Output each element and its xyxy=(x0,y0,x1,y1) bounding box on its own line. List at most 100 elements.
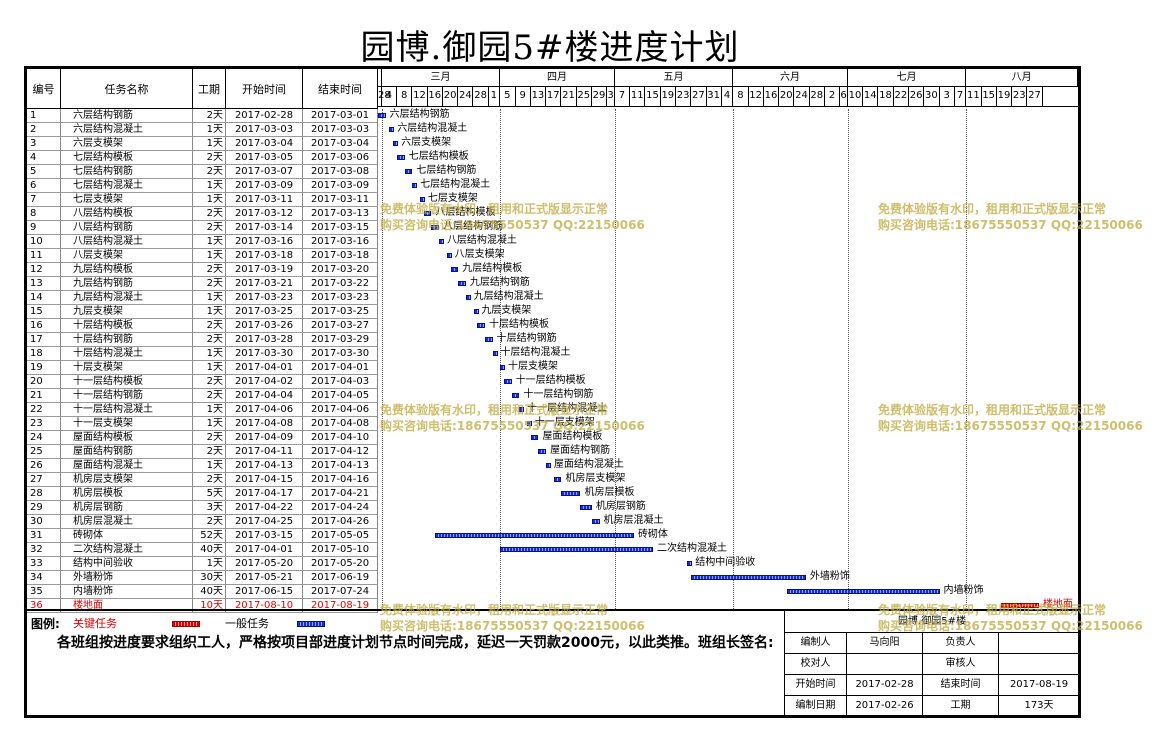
month-gridline xyxy=(966,109,968,609)
task-start-date: 2017-04-11 xyxy=(226,445,303,459)
task-id: 17 xyxy=(27,333,61,347)
task-id: 28 xyxy=(27,487,61,501)
task-start-date: 2017-02-28 xyxy=(226,109,303,123)
task-id: 33 xyxy=(27,557,61,571)
task-duration: 1天 xyxy=(193,249,226,263)
table-row: 26 屋面结构混凝土 1天 2017-04-13 2017-04-13 xyxy=(27,459,1078,473)
day-tick-label: 27 xyxy=(1027,87,1043,106)
task-end-date: 2017-03-23 xyxy=(303,291,378,305)
task-name: 七层结构混凝土 xyxy=(61,179,193,193)
legend-critical-label: 关键任务 xyxy=(73,617,117,630)
task-name: 十一层结构钢筋 xyxy=(61,389,193,403)
task-id: 15 xyxy=(27,305,61,319)
task-duration: 1天 xyxy=(193,459,226,473)
task-bar xyxy=(504,379,512,384)
task-duration: 1天 xyxy=(193,291,226,305)
task-end-date: 2017-03-13 xyxy=(303,207,378,221)
table-row: 13 九层结构钢筋 2天 2017-03-21 2017-03-22 xyxy=(27,277,1078,291)
task-name: 十层支模架 xyxy=(61,361,193,375)
task-end-date: 2017-06-19 xyxy=(303,571,378,585)
task-bar-label: 八层结构模板 xyxy=(435,207,496,218)
gantt-chart: 三月 四月 五月 六月 七月 八月 28 4 8 12 16 20 24 28 1 5 9 13 17 21 25 29 3… xyxy=(378,69,1078,610)
task-id: 23 xyxy=(27,417,61,431)
info-label: 编制人 xyxy=(785,633,847,653)
task-bar xyxy=(538,449,547,454)
day-tick-label: 6 xyxy=(840,87,848,106)
task-start-date: 2017-03-28 xyxy=(226,333,303,347)
task-bar xyxy=(526,421,532,426)
table-row: 18 十层结构混凝土 1天 2017-03-30 2017-03-30 xyxy=(27,347,1078,361)
task-start-date: 2017-03-16 xyxy=(226,235,303,249)
day-tick-label: 12 xyxy=(749,87,764,106)
task-bar-label: 七层结构混凝土 xyxy=(420,179,491,190)
task-bar xyxy=(446,253,452,258)
task-name: 八层结构钢筋 xyxy=(61,221,193,235)
task-name: 六层结构钢筋 xyxy=(61,109,193,123)
task-bar-label: 十层结构模板 xyxy=(488,319,549,330)
task-bar-label: 十一层结构模板 xyxy=(515,375,586,386)
task-id: 4 xyxy=(27,151,61,165)
month-header: 五月 xyxy=(614,69,734,87)
day-tick-label: 13 xyxy=(531,87,547,106)
task-start-date: 2017-03-04 xyxy=(226,137,303,151)
task-id: 27 xyxy=(27,473,61,487)
task-duration: 2天 xyxy=(193,263,226,277)
task-bar xyxy=(687,561,693,566)
task-name: 七层支模架 xyxy=(61,193,193,207)
task-duration: 1天 xyxy=(193,123,226,137)
info-row: 开始时间 2017-02-28 结束时间 2017-08-19 xyxy=(785,675,1079,696)
task-bar-label: 屋面结构混凝土 xyxy=(553,459,624,470)
month-gridline xyxy=(733,109,735,609)
task-start-date: 2017-04-22 xyxy=(226,501,303,515)
task-bar-label: 七层结构模板 xyxy=(408,151,469,162)
task-start-date: 2017-03-11 xyxy=(226,193,303,207)
table-row: 12 九层结构模板 2天 2017-03-19 2017-03-20 xyxy=(27,263,1078,277)
month-gridline xyxy=(381,109,383,609)
task-start-date: 2017-03-12 xyxy=(226,207,303,221)
task-id: 25 xyxy=(27,445,61,459)
info-value xyxy=(847,654,923,674)
task-start-date: 2017-04-02 xyxy=(226,375,303,389)
task-end-date: 2017-04-01 xyxy=(303,361,378,375)
info-label: 负责人 xyxy=(923,633,999,653)
task-bar xyxy=(530,435,539,440)
task-end-date: 2017-03-01 xyxy=(303,109,378,123)
task-bar xyxy=(477,323,485,328)
day-tick-label: 23 xyxy=(1012,87,1028,106)
task-duration: 2天 xyxy=(193,333,226,347)
info-value: 173天 xyxy=(1024,700,1054,711)
task-bar-label: 九层结构混凝土 xyxy=(473,291,544,302)
task-start-date: 2017-06-15 xyxy=(226,585,303,599)
task-name: 十一层结构模板 xyxy=(61,375,193,389)
task-end-date: 2017-04-05 xyxy=(303,389,378,403)
task-end-date: 2017-05-20 xyxy=(303,557,378,571)
month-gridline xyxy=(614,109,616,609)
task-duration: 1天 xyxy=(193,361,226,375)
task-end-date: 2017-03-27 xyxy=(303,319,378,333)
day-tick-label: 12 xyxy=(412,87,428,106)
task-bar-label: 外墙粉饰 xyxy=(809,571,850,582)
task-start-date: 2017-04-01 xyxy=(226,543,303,557)
task-bar xyxy=(546,463,552,468)
task-name: 七层结构模板 xyxy=(61,151,193,165)
table-row: 4 七层结构模板 2天 2017-03-05 2017-03-06 xyxy=(27,151,1078,165)
table-row: 11 八层支模架 1天 2017-03-18 2017-03-18 xyxy=(27,249,1078,263)
task-id: 26 xyxy=(27,459,61,473)
day-tick-label: 1 xyxy=(489,87,501,106)
day-tick-label: 20 xyxy=(443,87,459,106)
day-tick-label: 8 xyxy=(733,87,749,106)
task-bar-label: 十一层结构钢筋 xyxy=(523,389,594,400)
task-end-date: 2017-03-29 xyxy=(303,333,378,347)
task-id: 14 xyxy=(27,291,61,305)
task-id: 1 xyxy=(27,109,61,123)
task-duration: 10天 xyxy=(193,599,226,613)
task-name: 十一层结构混凝土 xyxy=(61,403,193,417)
task-bar-label: 六层结构钢筋 xyxy=(389,109,450,120)
task-start-date: 2017-08-10 xyxy=(226,599,303,613)
task-id: 31 xyxy=(27,529,61,543)
task-id: 13 xyxy=(27,277,61,291)
task-id: 32 xyxy=(27,543,61,557)
task-duration: 2天 xyxy=(193,375,226,389)
task-id: 5 xyxy=(27,165,61,179)
table-row: 24 屋面结构模板 2天 2017-04-09 2017-04-10 xyxy=(27,431,1078,445)
